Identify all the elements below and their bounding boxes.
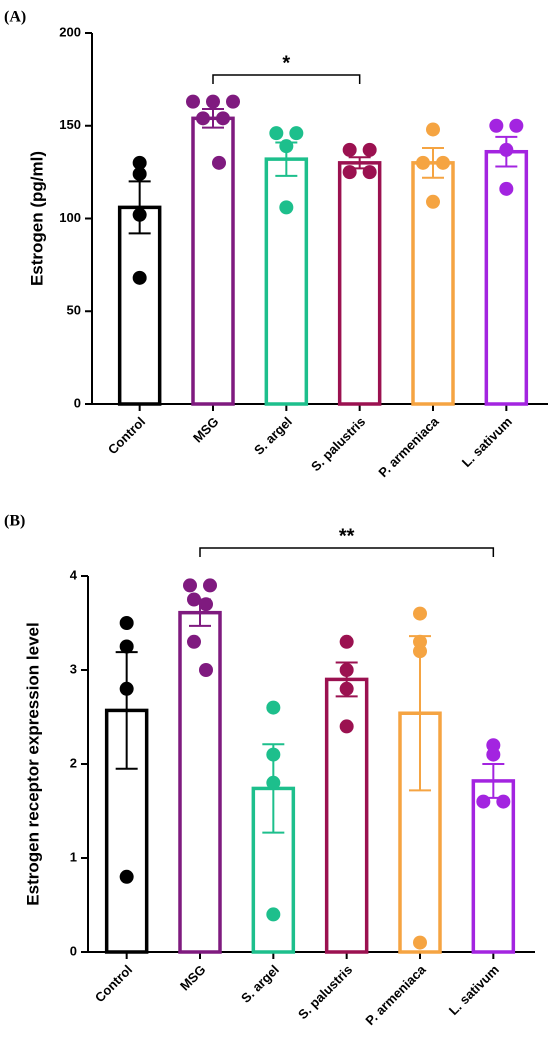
data-point [119,616,134,630]
x-tick-label: MSG [177,962,209,994]
data-point [119,681,134,696]
data-point [266,747,281,762]
data-point [342,165,357,180]
y-tick-label: 2 [70,755,77,770]
data-point [199,597,213,612]
y-tick-label: 100 [59,210,81,225]
data-point [212,155,226,170]
x-tick-label: S. palustris [295,962,355,1022]
data-point [426,122,440,137]
data-point [266,775,281,790]
data-point [339,719,354,734]
x-tick-label: S. argel [238,962,282,1006]
data-point [132,155,147,170]
bar [117,205,162,406]
data-point [269,126,284,141]
data-point [132,270,147,285]
y-tick-label: 200 [59,24,81,39]
x-tick-label: L. sativum [459,414,515,470]
data-point [416,155,430,170]
data-point [187,592,201,607]
x-tick-label: S. palustris [308,414,368,474]
data-point [203,578,217,593]
data-point [132,207,147,222]
y-axis-title: Estrogen receptor expression level [23,622,42,905]
y-tick-label: 1 [70,849,77,864]
data-point [413,606,427,621]
data-point [119,869,134,884]
data-point [266,907,281,922]
y-tick-label: 3 [70,661,77,676]
y-axis-title: Estrogen (pg/ml) [27,151,46,286]
y-tick-label: 0 [74,395,81,410]
data-point [196,111,210,126]
data-point [476,794,491,809]
bar [264,157,309,406]
x-tick-label: P. armeniaca [375,413,442,480]
bar [337,161,382,406]
data-point [413,935,427,950]
data-point [342,142,357,157]
data-point [339,634,354,649]
data-point [226,94,240,109]
data-point [489,118,504,133]
data-point [339,681,354,696]
data-point [499,181,514,196]
x-tick-label: Control [105,414,148,457]
error-bar [202,108,224,129]
data-point [266,700,281,715]
data-point [362,142,377,157]
data-point [187,634,201,649]
data-point [509,118,524,133]
significance-label: ** [339,525,355,547]
data-point [413,644,427,659]
data-point [486,747,501,762]
data-point [436,155,450,170]
y-tick-label: 150 [59,117,81,132]
panel-label: (A) [4,9,26,26]
x-tick-label: P. armeniaca [362,961,429,1028]
x-tick-label: Control [92,962,135,1005]
data-point [496,794,511,809]
data-point [289,126,304,141]
data-point [339,663,354,677]
error-bar [128,180,151,235]
data-point [132,166,147,181]
data-point [279,139,294,154]
data-point [499,142,514,157]
data-point [426,194,440,209]
significance-label: * [282,52,290,74]
data-point [362,165,377,180]
data-point [183,578,197,593]
y-tick-label: 50 [67,303,81,318]
panel-label: (B) [4,513,25,530]
error-bar [422,147,444,179]
data-point [206,94,220,109]
x-tick-label: S. argel [251,414,295,458]
data-point [279,200,294,215]
x-tick-label: L. sativum [446,962,502,1018]
y-tick-label: 0 [70,943,77,958]
significance-bracket [212,74,361,84]
x-tick-label: MSG [190,414,222,446]
data-point [186,94,200,109]
bar [471,779,516,954]
bar [178,610,222,954]
y-tick-label: 4 [70,567,78,582]
significance-bracket [199,547,495,557]
data-point [119,639,134,654]
data-point [216,111,230,126]
data-point [199,663,213,677]
